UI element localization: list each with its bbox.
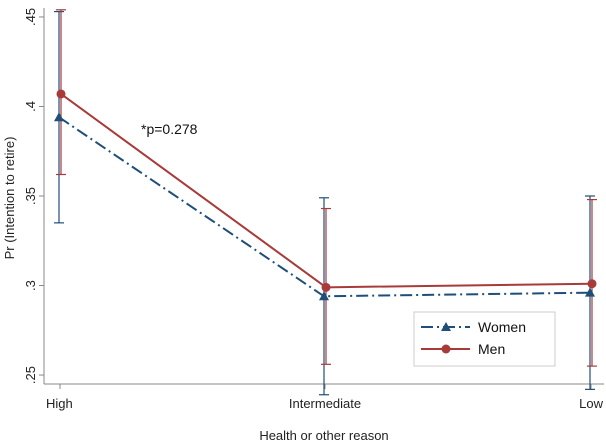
x-ticks: High Intermediate Low (46, 384, 604, 411)
women-point (319, 291, 329, 301)
y-tick-label: .45 (23, 8, 38, 26)
legend-box (413, 311, 556, 367)
legend-men-label: Men (478, 341, 505, 357)
x-tick-label: Intermediate (289, 396, 361, 411)
men-point (587, 279, 597, 289)
women-point (585, 287, 595, 297)
x-tick-label: Low (579, 396, 603, 411)
men-point (321, 282, 331, 292)
men-point (56, 89, 66, 99)
y-tick-label: .35 (23, 187, 38, 205)
x-tick-label: High (46, 396, 73, 411)
legend-men-marker (441, 344, 451, 354)
y-axis-title: Pr (Intention to retire) (2, 137, 17, 260)
y-ticks: .25 .3 .35 .4 .45 (23, 8, 44, 384)
x-axis-title: Health or other reason (259, 428, 388, 443)
y-tick-label: .3 (23, 280, 38, 291)
significance-annotation: *p=0.278 (141, 121, 198, 137)
markers (54, 89, 597, 301)
y-tick-label: .25 (23, 366, 38, 384)
women-point (54, 112, 64, 122)
legend: Women Men (413, 311, 556, 367)
y-tick-label: .4 (23, 101, 38, 112)
legend-women-label: Women (478, 319, 526, 335)
legend-women-marker (441, 322, 451, 331)
